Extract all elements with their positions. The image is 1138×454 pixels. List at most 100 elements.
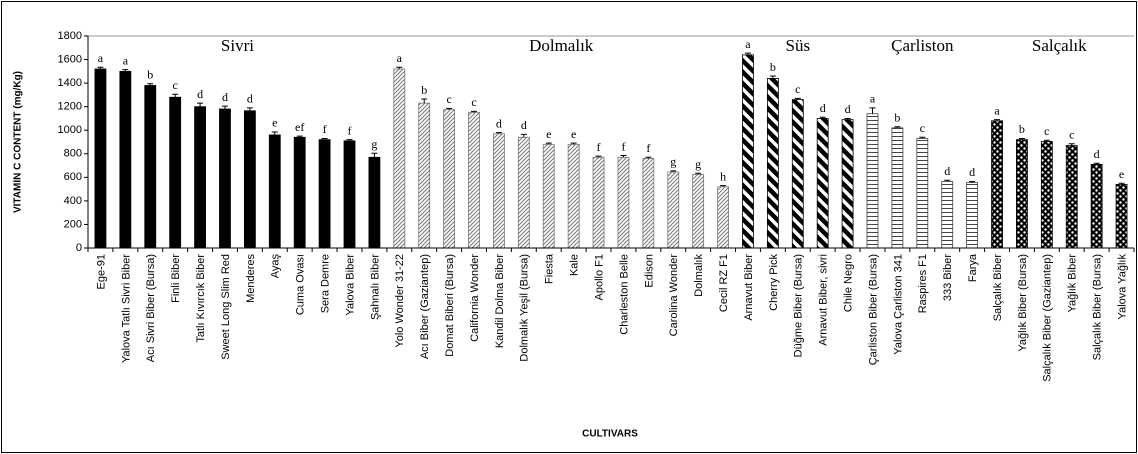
x-tick-label: Cherry Pick bbox=[768, 254, 780, 311]
significance-letter: d bbox=[1094, 147, 1100, 161]
bar bbox=[891, 127, 904, 249]
bar bbox=[318, 139, 331, 249]
error-bar bbox=[446, 107, 453, 110]
error-bar bbox=[97, 66, 104, 69]
error-bar bbox=[620, 155, 627, 158]
error-bar bbox=[495, 132, 502, 134]
error-bar bbox=[720, 185, 727, 187]
y-tick-label: 1200 bbox=[58, 101, 82, 113]
y-tick-label: 1600 bbox=[58, 53, 82, 65]
significance-letter: e bbox=[272, 116, 277, 130]
error-bar bbox=[371, 152, 378, 158]
group-label: Sivri bbox=[221, 36, 254, 55]
group-label: Salçalık bbox=[1032, 36, 1087, 55]
x-tick-label: Yağlık Biber bbox=[1067, 254, 1079, 313]
significance-letter: g bbox=[670, 155, 676, 169]
error-bar bbox=[545, 142, 552, 145]
error-bar bbox=[471, 110, 478, 113]
significance-letter: b bbox=[1019, 122, 1025, 136]
significance-letter: a bbox=[98, 51, 104, 65]
error-bar bbox=[794, 97, 801, 100]
significance-letter: g bbox=[371, 137, 377, 151]
significance-letter: b bbox=[894, 110, 900, 124]
error-bar bbox=[147, 83, 154, 86]
bar bbox=[717, 186, 729, 249]
bar bbox=[418, 102, 431, 249]
error-bar bbox=[1093, 162, 1100, 165]
x-tick-label: Edison bbox=[643, 254, 655, 288]
y-axis-title: VITAMIN C CONTENT (mg/Kg) bbox=[13, 71, 24, 213]
x-tick-label: Arnavut Biber, sivri bbox=[818, 254, 830, 346]
significance-letter: b bbox=[421, 83, 427, 97]
significance-letter: d bbox=[222, 90, 228, 104]
significance-letter: d bbox=[521, 118, 527, 132]
x-tick-label: Yağlık Biber (Bursa) bbox=[1017, 254, 1029, 352]
error-bar bbox=[769, 75, 776, 79]
error-bar bbox=[246, 107, 253, 111]
error-bar bbox=[645, 156, 652, 159]
bar bbox=[194, 106, 206, 249]
significance-letter: a bbox=[745, 37, 751, 51]
y-tick-label: 400 bbox=[64, 195, 82, 207]
significance-letter: e bbox=[1119, 167, 1124, 181]
error-bar bbox=[421, 98, 428, 104]
bar bbox=[692, 173, 705, 249]
error-bar bbox=[695, 172, 702, 175]
bar bbox=[243, 110, 256, 249]
bar bbox=[642, 158, 655, 249]
x-tick-label: Chile Negro bbox=[843, 254, 855, 312]
bar bbox=[742, 54, 754, 249]
significance-letter: c bbox=[173, 78, 178, 92]
group-label: Çarliston bbox=[891, 36, 954, 55]
x-tick-label: Yalova Yağlık bbox=[1116, 254, 1128, 320]
error-bar bbox=[919, 136, 926, 139]
significance-letter: d bbox=[820, 101, 826, 115]
x-tick-label: 333 Biber bbox=[942, 254, 954, 301]
x-tick-label: Dolmalık Yeşil (Bursa) bbox=[519, 254, 531, 362]
x-tick-label: Cecil RZ F1 bbox=[718, 254, 730, 312]
error-bar bbox=[122, 69, 129, 72]
x-tick-label: Domat Biberi (Bursa) bbox=[444, 254, 456, 357]
y-tick-label: 200 bbox=[64, 218, 82, 230]
bar bbox=[866, 113, 879, 249]
bar bbox=[343, 140, 356, 249]
x-tick-label: Çarliston Biber (Bursa) bbox=[867, 254, 879, 365]
error-bar bbox=[321, 137, 328, 140]
bar bbox=[1040, 141, 1053, 249]
significance-letter: c bbox=[471, 95, 476, 109]
error-bar bbox=[271, 131, 278, 135]
error-bar bbox=[944, 179, 951, 182]
error-bar bbox=[296, 135, 303, 138]
significance-letter: e bbox=[546, 127, 551, 141]
y-tick-label: 1000 bbox=[58, 124, 82, 136]
significance-letter: c bbox=[1044, 124, 1049, 138]
bar bbox=[592, 156, 605, 249]
error-bar bbox=[172, 93, 179, 98]
x-tick-label: Şahnalı Biber bbox=[369, 254, 381, 320]
bar bbox=[991, 120, 1003, 249]
significance-letter: a bbox=[994, 103, 1000, 117]
significance-letter: b bbox=[147, 67, 153, 81]
x-tick-label: California Wonder bbox=[469, 254, 481, 342]
x-tick-label: Yolo Wonder 31-22 bbox=[394, 254, 406, 348]
x-tick-label: Kandil Dolma Biber bbox=[494, 254, 506, 348]
significance-letter: d bbox=[247, 92, 253, 106]
error-bar bbox=[396, 66, 403, 69]
significance-letter: c bbox=[446, 92, 451, 106]
significance-letter: a bbox=[397, 51, 403, 65]
x-tick-label: Charleston Belle bbox=[618, 254, 630, 335]
x-tick-label: Düğme Biber (Bursa) bbox=[793, 254, 805, 357]
bar bbox=[667, 171, 680, 249]
error-bar bbox=[1068, 143, 1075, 146]
bar bbox=[567, 143, 580, 249]
x-axis-title: CULTIVARS bbox=[582, 429, 638, 440]
significance-letter: d bbox=[944, 164, 950, 178]
bar bbox=[293, 136, 306, 249]
bar bbox=[144, 85, 157, 249]
x-tick-label: Salçalık Biber (Gaziantep) bbox=[1042, 254, 1054, 382]
group-label: Süs bbox=[785, 36, 810, 55]
significance-letter: ef bbox=[295, 120, 304, 134]
significance-letter: c bbox=[920, 121, 925, 135]
error-bar bbox=[570, 142, 577, 145]
